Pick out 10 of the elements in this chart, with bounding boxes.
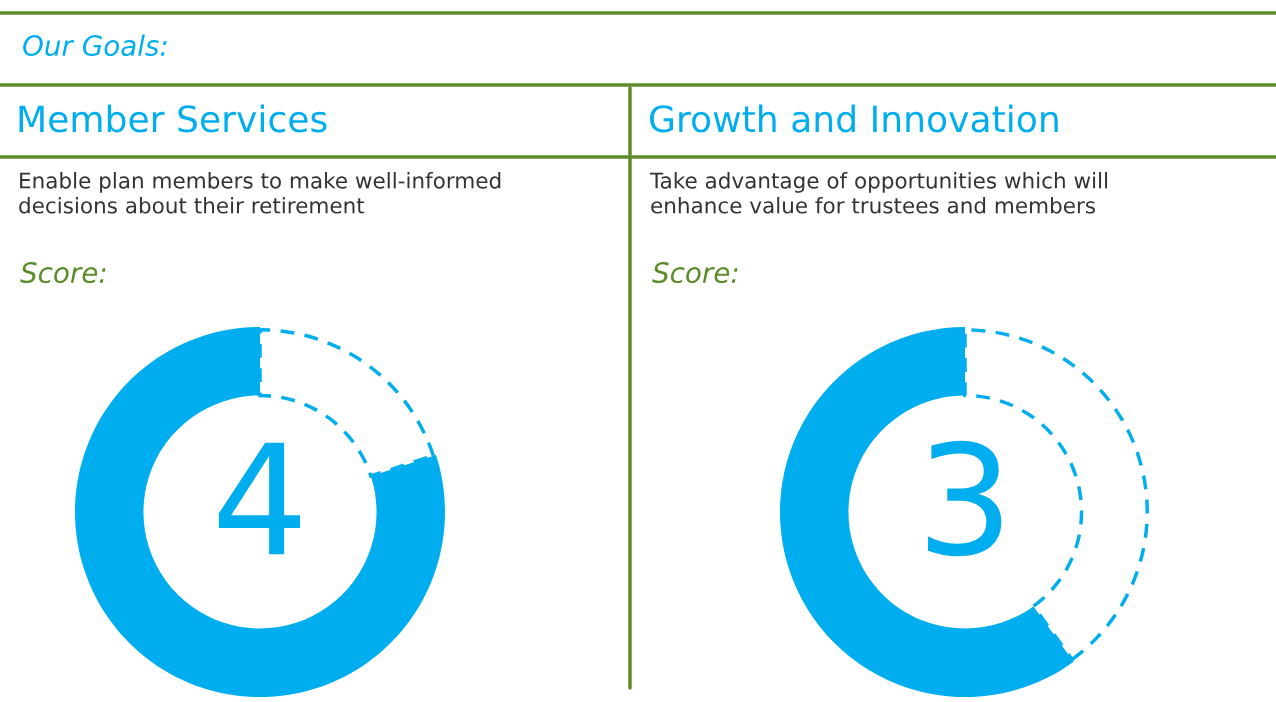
donut-slice	[75, 327, 445, 697]
chart-title: Member Services	[19, 104, 327, 133]
text: Score:	[652, 262, 738, 284]
text: 3	[928, 440, 1002, 557]
chart-subtitle: Enable plan members to make well-informed decisions about their retirement	[19, 172, 501, 214]
text: Our Goals:	[23, 34, 167, 57]
chart-title: Growth and Innovation	[650, 104, 1058, 133]
text: 4	[218, 442, 301, 555]
chart-subtitle: Take advantage of opportunities which will enhance value for trustees and members	[649, 172, 1108, 214]
text: Score:	[20, 262, 106, 284]
